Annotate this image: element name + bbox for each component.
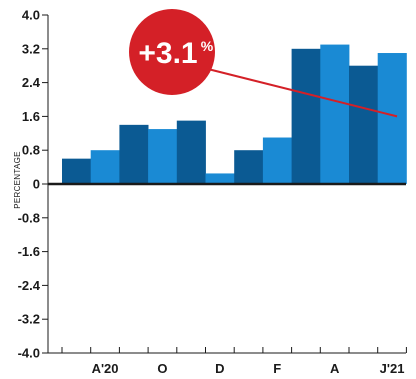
y-tick-label: -2.4: [18, 278, 41, 293]
bar-f-7: [262, 137, 292, 184]
x-axis: A'20 O D F A J'21: [48, 182, 407, 376]
y-tick-label: 1.6: [22, 109, 40, 124]
bar-s-2: [119, 124, 149, 184]
y-tick-label: -4.0: [18, 346, 40, 361]
bar-m-8: [291, 48, 321, 184]
y-axis: 4.0 3.2 2.4 1.6 0.8 0 -0.8 -1.6 -2.4 -3.2 -4.0: [18, 8, 49, 361]
bar-m-10: [349, 65, 379, 184]
x-tick-label: D: [215, 361, 224, 376]
y-tick-label: -3.2: [18, 312, 40, 327]
callout-group: +3.1%: [129, 9, 398, 118]
x-tick-label: F: [273, 361, 281, 376]
callout-pointer-line: [195, 65, 398, 118]
x-tick-label: A: [330, 361, 340, 376]
callout-unit: %: [201, 38, 214, 54]
x-tick-label: J'21: [380, 361, 405, 376]
y-tick-label: -1.6: [18, 244, 40, 259]
y-tick-label: 0.8: [22, 143, 40, 158]
bar-o-3: [148, 129, 178, 184]
y-tick-label: 2.4: [22, 75, 41, 90]
y-axis-title: PERCENTAGE: [13, 151, 22, 209]
x-tick-label: O: [157, 361, 167, 376]
bar-d-5: [205, 173, 235, 184]
callout-circle: [129, 9, 215, 95]
bar-j-0: [62, 158, 92, 184]
bars-group: [62, 44, 407, 185]
bar-a-1: [90, 150, 120, 184]
bar-a-9: [320, 44, 350, 185]
x-tick-label: A'20: [92, 361, 119, 376]
y-tick-label: 3.2: [22, 41, 40, 56]
bar-j-6: [234, 150, 264, 184]
callout-value: +3.1: [138, 37, 197, 70]
y-tick-label: 0: [33, 177, 40, 192]
bar-j21-11: [377, 53, 407, 184]
bar-n-4: [176, 120, 206, 185]
y-tick-label: -0.8: [18, 210, 40, 225]
y-tick-label: 4.0: [22, 8, 40, 23]
